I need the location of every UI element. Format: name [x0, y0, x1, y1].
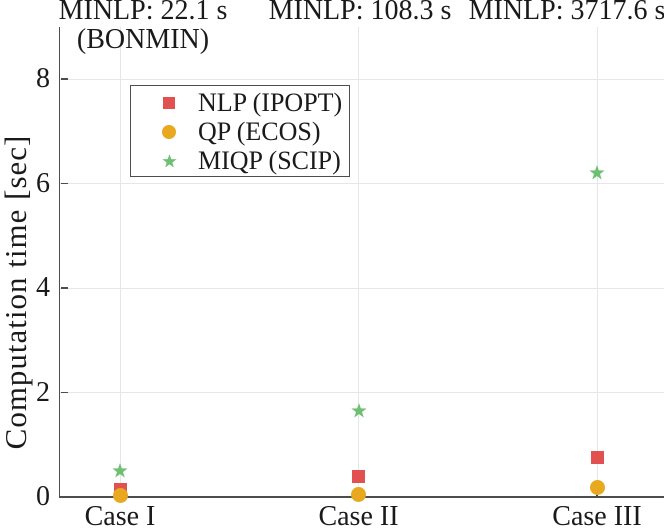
- y-gridline: [60, 183, 664, 184]
- legend: NLP (IPOPT) QP (ECOS) MIQP (SCIP): [130, 85, 350, 177]
- legend-item-qp-ecos: QP (ECOS): [131, 117, 349, 146]
- x-gridline: [119, 27, 121, 497]
- y-axis-line: [58, 27, 60, 498]
- y-gridline: [60, 287, 664, 289]
- y-tick-mark: [61, 78, 68, 80]
- y-gridline: [60, 78, 664, 80]
- x-gridline: [358, 27, 359, 497]
- y-tick-label: 2: [36, 376, 50, 408]
- y-tick-label: 0: [36, 481, 50, 512]
- legend-star-icon: [149, 153, 189, 168]
- marker-nlp-ipopt-case-iii: [590, 451, 604, 465]
- legend-item-miqp-scip: MIQP (SCIP): [131, 146, 349, 175]
- y-tick-label: 4: [36, 272, 50, 303]
- marker-qp-ecos-case-ii: [351, 486, 366, 502]
- y-tick-mark: [61, 391, 68, 394]
- legend-item-nlp-ipopt: NLP (IPOPT): [131, 88, 349, 117]
- legend-square-icon: [149, 96, 189, 109]
- circle-glyph: [162, 124, 176, 139]
- minlp-annotation-2: MINLP: 108.3 s: [268, 0, 452, 26]
- y-tick-label: 8: [36, 63, 50, 94]
- minlp-annotation-3: MINLP: 3717.6 s: [468, 0, 664, 26]
- x-tick-label-case-iii: Case III: [552, 501, 642, 532]
- marker-miqp-scip-case-iii-star-icon: [589, 165, 605, 180]
- marker-qp-ecos-case-iii: [589, 480, 605, 496]
- y-tick-mark: [61, 287, 68, 289]
- marker-miqp-scip-case-i-star-icon: [112, 463, 128, 478]
- legend-label: NLP (IPOPT): [198, 87, 343, 117]
- marker-nlp-ipopt-case-ii: [352, 469, 365, 483]
- x-gridline: [596, 27, 598, 497]
- legend-circle-icon: [149, 124, 189, 139]
- legend-label: QP (ECOS): [198, 116, 321, 146]
- marker-miqp-scip-case-ii-star-icon: [350, 402, 367, 418]
- y-gridline: [60, 392, 664, 393]
- x-tick-label-case-i: Case I: [84, 501, 156, 532]
- x-tick-label-case-ii: Case II: [318, 501, 399, 532]
- legend-label: MIQP (SCIP): [198, 145, 341, 175]
- y-tick-mark: [61, 182, 68, 185]
- y-axis-label: Computation time [sec]: [0, 134, 33, 450]
- minlp-annotation-1: MINLP: 22.1 s (BONMIN): [58, 0, 228, 55]
- marker-qp-ecos-case-i: [112, 488, 128, 504]
- y-tick-label: 6: [36, 167, 50, 199]
- square-glyph: [163, 96, 175, 109]
